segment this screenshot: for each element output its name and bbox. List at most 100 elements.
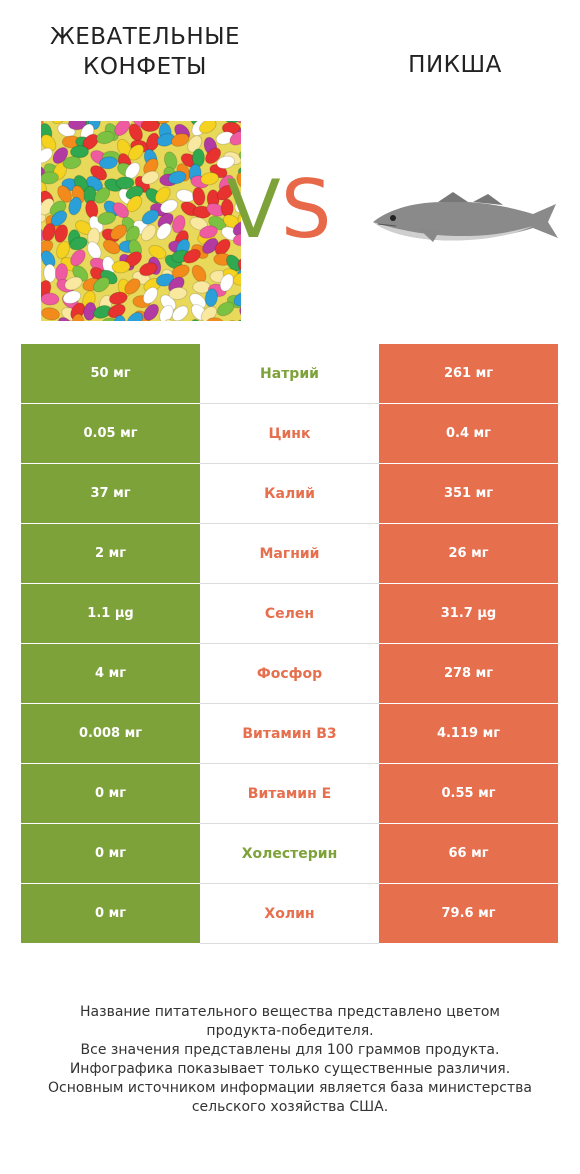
footer-line: Название питательного вещества представл… [80, 1004, 500, 1020]
jelly-bean-shape [111, 260, 131, 274]
jelly-bean-shape [115, 176, 135, 190]
right-value-cell: 0.55 мг [379, 764, 558, 824]
jelly-bean-shape [237, 166, 241, 180]
jelly-bean-shape [112, 202, 130, 219]
right-value-cell: 66 мг [379, 824, 558, 884]
jelly-bean-shape [192, 186, 206, 206]
jelly-bean-shape [202, 237, 219, 255]
left-value-cell: 2 мг [21, 524, 200, 584]
nutrient-name-cell: Селен [200, 584, 379, 644]
footer-line: Основным источником информации является … [48, 1080, 532, 1096]
jelly-bean-shape [221, 121, 240, 124]
table-row: 0 мг Холестерин 66 мг [21, 824, 558, 884]
jelly-bean-shape [69, 236, 88, 251]
jelly-bean-shape [219, 273, 234, 292]
jelly-bean-shape [54, 224, 69, 243]
left-value-cell: 37 мг [21, 464, 200, 524]
jelly-bean-shape [41, 164, 46, 178]
nutrient-name-cell: Витамин E [200, 764, 379, 824]
right-value-cell: 26 мг [379, 524, 558, 584]
jelly-bean-shape [68, 196, 82, 216]
footer-line: Инфографика показывает только существенн… [69, 1061, 511, 1077]
left-value-cell: 0 мг [21, 824, 200, 884]
jelly-bean-shape [171, 264, 190, 279]
jelly-beans-image [41, 121, 241, 321]
jelly-bean-shape [239, 305, 241, 321]
jelly-bean-shape [51, 121, 69, 125]
jelly-bean-shape [41, 307, 60, 321]
jelly-bean-shape [98, 156, 118, 170]
jelly-bean-shape [168, 286, 188, 301]
left-value-cell: 0.008 мг [21, 704, 200, 764]
left-title-line1: ЖЕВАТЕЛЬНЫЕ [49, 24, 241, 50]
nutrient-name-cell: Витамин B3 [200, 704, 379, 764]
footer-line: сельского хозяйства США. [191, 1099, 389, 1115]
jelly-bean-shape [41, 147, 53, 164]
jelly-bean-shape [52, 146, 69, 164]
nutrient-name-cell: Холестерин [200, 824, 379, 884]
jelly-bean-shape [198, 121, 217, 134]
jelly-bean-shape [142, 286, 159, 305]
footer-notes: Название питательного вещества представл… [20, 1003, 560, 1117]
jelly-bean-shape [102, 239, 121, 255]
right-value-cell: 0.4 мг [379, 404, 558, 464]
table-row: 4 мг Фосфор 278 мг [21, 644, 558, 704]
jelly-bean-shape [99, 121, 119, 122]
jelly-bean-shape [108, 291, 128, 305]
jelly-bean-shape [56, 240, 71, 260]
right-product-title: ПИКША [408, 52, 502, 78]
jelly-bean-shape [62, 156, 82, 170]
jelly-bean-shape [128, 144, 145, 161]
nutrient-name-cell: Фосфор [200, 644, 379, 704]
jelly-bean-shape [97, 211, 116, 226]
right-value-cell: 261 мг [379, 344, 558, 404]
footer-line: продукта-победителя. [206, 1023, 374, 1039]
jelly-bean-shape [199, 225, 218, 239]
jelly-bean-shape [237, 210, 241, 230]
jelly-bean-shape [216, 301, 235, 317]
jelly-bean-shape [159, 199, 179, 214]
table-row: 37 мг Калий 351 мг [21, 464, 558, 524]
jelly-bean-shape [171, 305, 189, 321]
table-row: 0.008 мг Витамин B3 4.119 мг [21, 704, 558, 764]
jelly-bean-shape [204, 288, 218, 308]
nutrient-name-cell: Магний [200, 524, 379, 584]
jelly-bean-shape [43, 263, 57, 283]
haddock-fish-image [368, 180, 563, 260]
jelly-bean-shape [232, 233, 241, 247]
jelly-bean-shape [225, 254, 241, 272]
nutrient-name-cell: Натрий [200, 344, 379, 404]
jelly-bean-shape [216, 155, 236, 170]
jelly-bean-shape [183, 248, 201, 264]
jelly-bean-shape [64, 276, 83, 291]
left-title-line2: КОНФЕТЫ [83, 54, 207, 80]
jelly-bean-shape [236, 172, 241, 190]
jelly-bean-shape [113, 314, 127, 321]
right-value-cell: 79.6 мг [379, 884, 558, 944]
jelly-bean-shape [154, 186, 171, 204]
jelly-bean-shape [116, 138, 132, 157]
jelly-bean-shape [143, 303, 160, 321]
jelly-bean-shape [124, 278, 141, 295]
vs-label: VS [226, 160, 356, 260]
jelly-bean-shape [41, 171, 59, 185]
table-row: 1.1 µg Селен 31.7 µg [21, 584, 558, 644]
jelly-bean-shape [57, 316, 74, 321]
jelly-bean-shape [126, 311, 144, 321]
nutrient-name-cell: Цинк [200, 404, 379, 464]
jelly-bean-shape [167, 170, 187, 185]
jelly-bean-shape [110, 224, 128, 240]
vs-v: V [226, 163, 281, 256]
jelly-bean-shape [70, 145, 90, 159]
jelly-bean-shape [41, 292, 60, 306]
jelly-bean-shape [232, 220, 241, 237]
footer-line: Все значения представлены для 100 граммо… [80, 1042, 500, 1058]
jelly-bean-shape [155, 273, 175, 287]
jelly-bean-shape [172, 121, 192, 122]
jelly-bean-shape [162, 318, 176, 321]
jelly-bean-shape [94, 187, 111, 204]
jelly-bean-shape [238, 149, 241, 163]
jelly-bean-shape [170, 133, 190, 147]
jelly-bean-shape [237, 191, 241, 205]
jelly-bean-shape [141, 170, 160, 185]
